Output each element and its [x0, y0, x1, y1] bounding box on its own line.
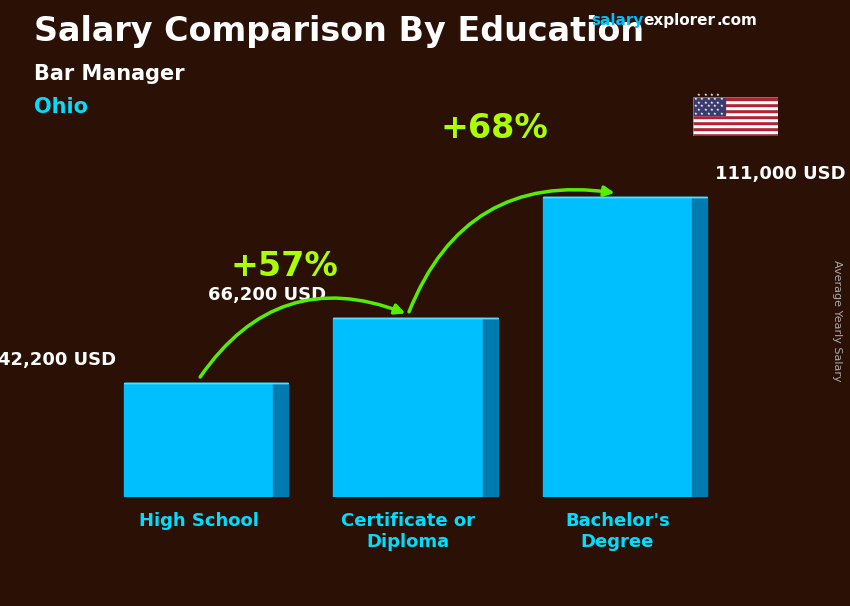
Text: ★: ★: [713, 104, 717, 108]
Text: +57%: +57%: [230, 250, 338, 284]
Text: ★: ★: [697, 101, 701, 105]
Text: ★: ★: [713, 112, 717, 116]
Polygon shape: [124, 383, 274, 497]
Text: High School: High School: [139, 512, 258, 530]
Text: ★: ★: [717, 101, 720, 105]
Text: ★: ★: [694, 112, 698, 116]
Text: ★: ★: [706, 112, 711, 116]
Text: 111,000 USD: 111,000 USD: [715, 165, 845, 183]
Text: ★: ★: [694, 104, 698, 108]
Text: ★: ★: [706, 97, 711, 101]
Bar: [693, 100, 778, 103]
Bar: [693, 118, 778, 121]
Text: Bar Manager: Bar Manager: [34, 64, 184, 84]
Text: ★: ★: [719, 104, 723, 108]
Text: ★: ★: [704, 108, 707, 112]
Bar: [693, 109, 778, 112]
Text: ★: ★: [700, 112, 704, 116]
Text: ★: ★: [704, 101, 707, 105]
Bar: [693, 106, 778, 109]
Text: 66,200 USD: 66,200 USD: [207, 286, 326, 304]
Text: ★: ★: [719, 97, 723, 101]
Polygon shape: [483, 318, 498, 497]
Text: ★: ★: [694, 97, 698, 101]
Polygon shape: [692, 197, 707, 497]
Text: 42,200 USD: 42,200 USD: [0, 351, 116, 369]
Text: salary: salary: [591, 13, 643, 28]
Text: ★: ★: [700, 97, 704, 101]
Bar: [693, 127, 778, 130]
Text: ★: ★: [697, 108, 701, 112]
Text: Bachelor's
Degree: Bachelor's Degree: [565, 512, 670, 551]
Bar: [693, 112, 778, 115]
Text: Salary Comparison By Education: Salary Comparison By Education: [34, 15, 644, 48]
Bar: [693, 130, 778, 133]
Text: ★: ★: [717, 93, 720, 98]
Text: ★: ★: [717, 108, 720, 112]
Text: Certificate or
Diploma: Certificate or Diploma: [341, 512, 475, 551]
Bar: [693, 133, 778, 136]
Polygon shape: [274, 383, 288, 497]
Text: ★: ★: [719, 112, 723, 116]
Bar: [693, 124, 778, 127]
Bar: [693, 103, 778, 106]
Text: ★: ★: [704, 93, 707, 98]
Text: ★: ★: [697, 93, 701, 98]
Text: .com: .com: [717, 13, 757, 28]
Polygon shape: [333, 318, 483, 497]
Polygon shape: [542, 197, 692, 497]
Text: ★: ★: [713, 97, 717, 101]
Text: ★: ★: [710, 101, 714, 105]
Bar: [693, 121, 778, 124]
Bar: [693, 97, 778, 100]
Bar: [693, 97, 725, 115]
Text: Average Yearly Salary: Average Yearly Salary: [832, 261, 842, 382]
Text: ★: ★: [710, 108, 714, 112]
Text: ★: ★: [710, 93, 714, 98]
Text: ★: ★: [706, 104, 711, 108]
Text: Ohio: Ohio: [34, 97, 88, 117]
Text: ★: ★: [700, 104, 704, 108]
Text: explorer: explorer: [643, 13, 716, 28]
Bar: [693, 115, 778, 118]
Text: +68%: +68%: [440, 112, 548, 145]
